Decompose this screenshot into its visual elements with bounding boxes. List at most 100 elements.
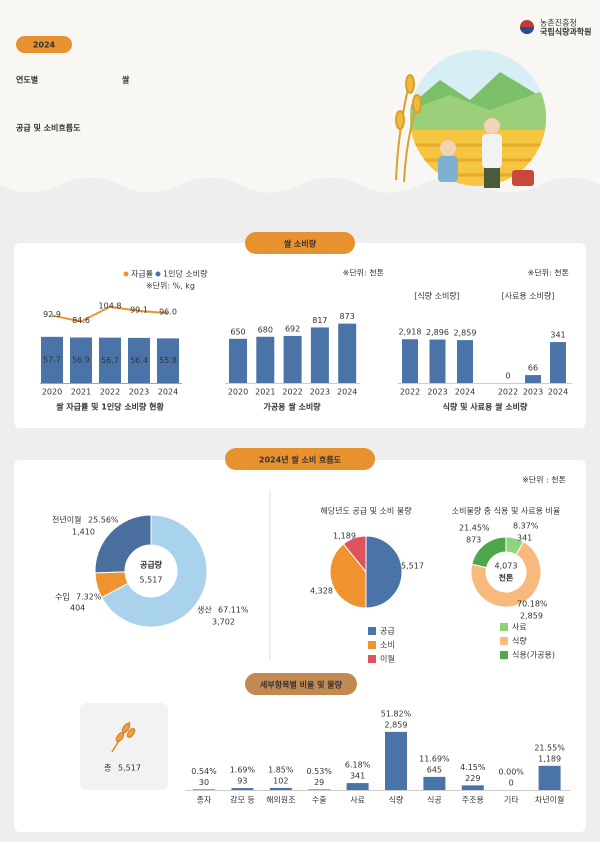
x-tick-label: 종자 [197, 796, 212, 805]
bar [550, 342, 566, 383]
x-tick-label: 2022 [400, 388, 420, 397]
x-tick-label: 2021 [255, 388, 275, 397]
panel-title: [식량 소비량] [414, 291, 460, 301]
title: 연도별 [16, 75, 38, 85]
logo-mark [520, 27, 534, 34]
legend-swatch [500, 651, 508, 659]
slice [470, 541, 542, 608]
x-tick-label: 주조용 [462, 796, 484, 805]
slice-label: 5,517 [401, 562, 424, 571]
slice [365, 535, 403, 609]
slice [329, 543, 367, 609]
panel-title: [사료용 소비량] [502, 291, 555, 301]
value-label: 102 [273, 776, 288, 785]
bar [128, 337, 150, 383]
section-badge [245, 673, 357, 695]
bar [41, 336, 63, 383]
value-label: 817 [312, 316, 327, 325]
percent-label: 1.69% [230, 766, 256, 775]
bar [346, 783, 369, 790]
donut-hole [487, 553, 525, 591]
section-badge [245, 232, 355, 254]
slice-name: 전년이월 [52, 515, 81, 525]
legend-swatch [368, 655, 376, 663]
year-badge-text: 2024 [33, 41, 56, 50]
donut-hole [126, 546, 176, 596]
farmer-head [440, 140, 456, 156]
legend-marker [155, 271, 161, 277]
bar [283, 335, 302, 383]
value-label: 93 [237, 777, 247, 786]
title: 쌀 [122, 75, 130, 85]
x-tick-label: 식량 [389, 795, 404, 805]
bar [461, 785, 484, 790]
bar [231, 788, 254, 790]
sack [512, 170, 534, 186]
section-title: 2024년 쌀 소비 흐름도 [259, 455, 342, 465]
legend-label: 이월 [380, 654, 395, 664]
bar [402, 339, 418, 383]
bar [157, 338, 179, 383]
farmer-legs [484, 168, 500, 188]
x-tick-label: 2023 [129, 388, 149, 397]
slice-amount: 3,702 [212, 618, 235, 627]
x-tick-label: 해외원조 [266, 795, 295, 805]
value-label: 66 [528, 364, 538, 373]
center-label: 공급량 [140, 560, 163, 570]
unit-label: ※단위 : 천톤 [522, 475, 566, 485]
org-name: 농촌진흥청 [540, 18, 577, 28]
unit-label: ※단위: 천톤 [528, 268, 569, 278]
org-name: 국립식량과학원 [540, 27, 592, 37]
value-label: 229 [465, 774, 480, 783]
legend-label: 소비 [380, 641, 395, 650]
value-label: 2,896 [426, 328, 449, 337]
chart-title: 식량 및 사료용 쌀 소비량 [443, 402, 528, 412]
slice-label: 7.32% [76, 593, 102, 602]
bar [229, 338, 247, 383]
x-tick-label: 식공 [427, 796, 442, 805]
x-tick-label: 2023 [427, 388, 447, 397]
percent-label: 4.15% [460, 763, 486, 772]
slice-name: 생산 [197, 605, 212, 615]
rice-icon [111, 721, 136, 753]
value-label: 99.1 [130, 305, 148, 314]
value-label: 96.0 [159, 308, 177, 317]
unit-label: ※단위: %, kg [146, 281, 195, 291]
section-title: 쌀 소비량 [284, 239, 317, 249]
value-label: 2,859 [454, 329, 477, 338]
slice [101, 514, 208, 628]
value-label: 55.8 [159, 356, 177, 365]
percent-label: 0.53% [306, 767, 332, 776]
slice-amount: 2,859 [520, 612, 543, 621]
section-badge [225, 448, 375, 470]
chart-title: 가공용 쌀 소비량 [263, 402, 321, 412]
slice [94, 514, 152, 574]
rice-stalks [395, 74, 422, 183]
legend-swatch [368, 627, 376, 635]
value-label: 650 [230, 327, 245, 336]
percent-label: 1.85% [268, 765, 294, 774]
legend-label: 식용(가공용) [512, 651, 555, 660]
percent-label: 51.82% [381, 709, 412, 718]
logo [520, 20, 534, 34]
card [14, 243, 586, 428]
bar [310, 327, 329, 383]
bar [269, 787, 292, 790]
x-tick-label: 2022 [100, 388, 120, 397]
farmer-body [438, 156, 458, 182]
legend-label: 공급 [380, 627, 395, 636]
value-label: 84.6 [72, 316, 90, 325]
total-box [80, 703, 168, 790]
slice-label: 70.18% [517, 600, 548, 609]
value-label: 57.7 [43, 355, 61, 364]
percent-label: 6.18% [345, 761, 371, 770]
x-tick-label: 감모 등 [230, 795, 255, 805]
x-tick-label: 2024 [337, 388, 357, 397]
unit-label: ※단위: 천톤 [343, 268, 384, 278]
percent-label: 0.54% [191, 767, 217, 776]
section-title: 세부항목별 비율 및 물량 [260, 680, 343, 690]
bar [193, 789, 215, 790]
center-label: 천톤 [499, 573, 514, 583]
year-badge [16, 36, 72, 53]
